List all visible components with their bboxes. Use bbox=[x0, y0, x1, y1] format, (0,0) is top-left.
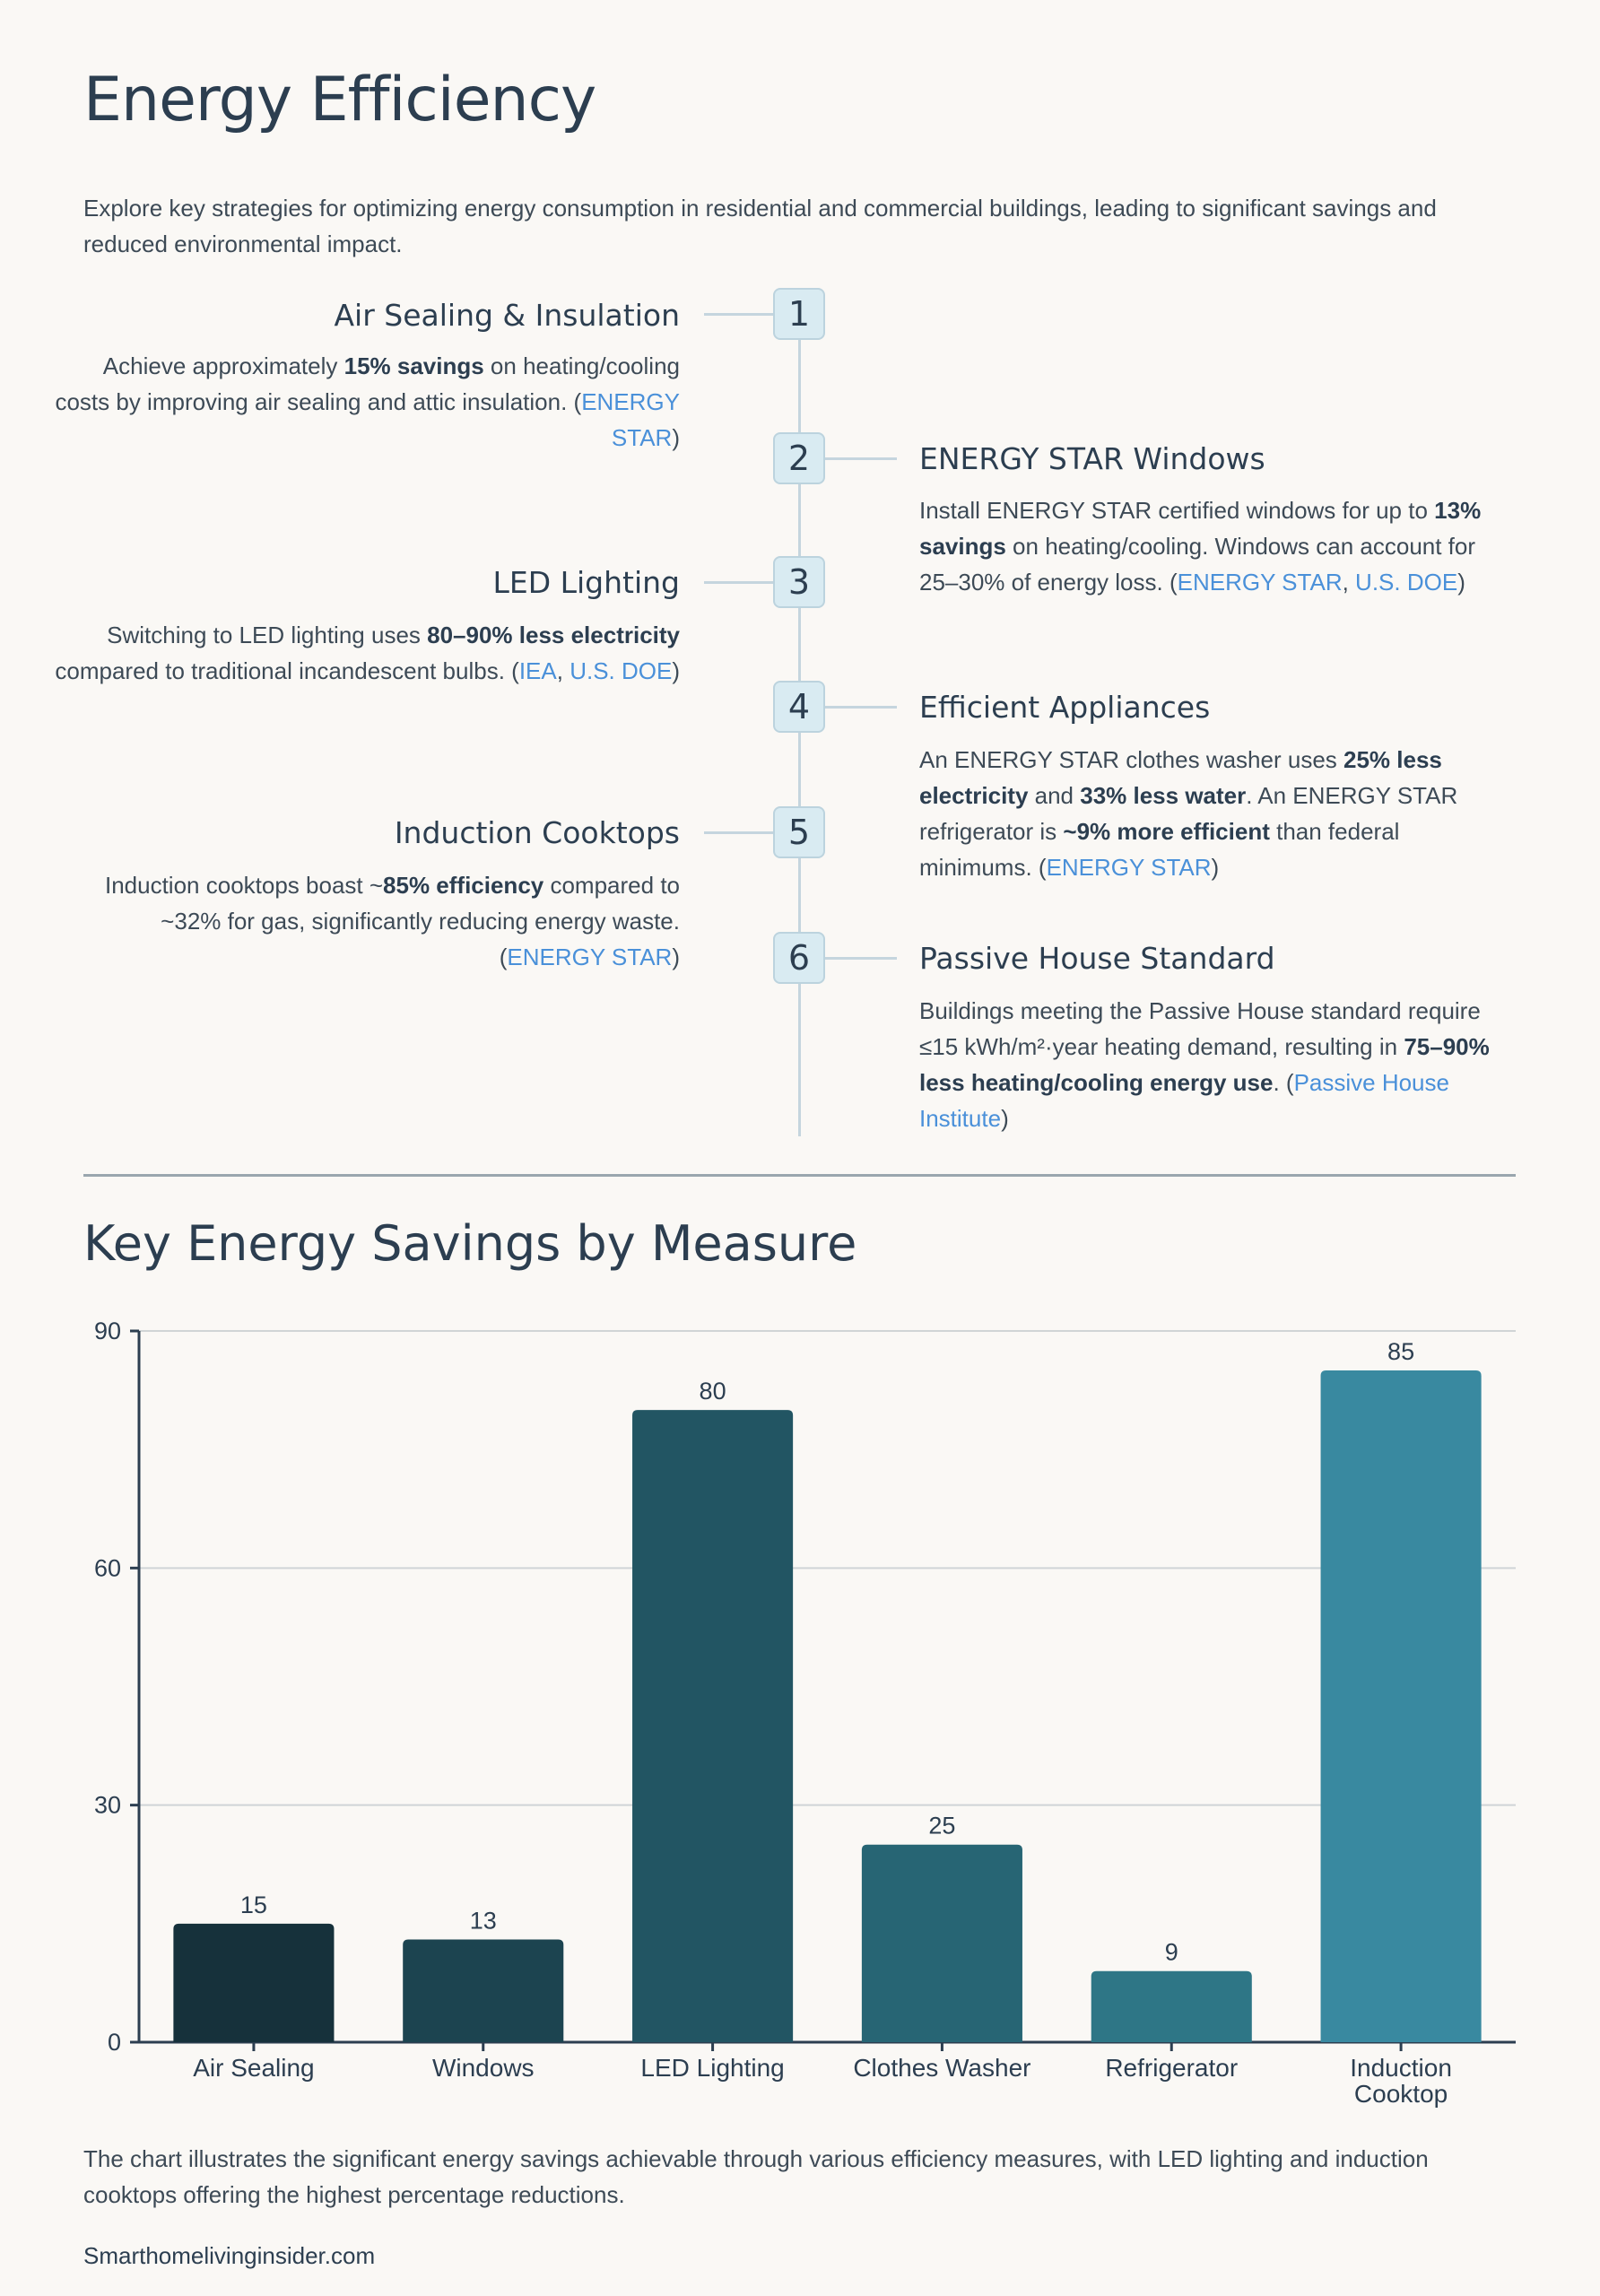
data-label: 25 bbox=[928, 1813, 955, 1839]
y-tick-label: 0 bbox=[108, 2029, 121, 2056]
description-text: Switching to LED lighting uses bbox=[107, 622, 428, 648]
timeline-connector bbox=[704, 313, 773, 316]
description-text: Achieve approximately bbox=[102, 352, 344, 379]
description-text: compared to traditional incandescent bul… bbox=[55, 657, 519, 684]
source-link[interactable]: ENERGY STAR bbox=[1046, 854, 1212, 881]
highlight-text: 80–90% less electricity bbox=[427, 622, 680, 648]
description-text: ) bbox=[672, 424, 680, 451]
bar-air-sealing bbox=[173, 1923, 335, 2042]
source-link[interactable]: ENERGY STAR bbox=[581, 388, 680, 451]
description-text: ) bbox=[672, 944, 680, 970]
description-text: An ENERGY STAR clothes washer uses bbox=[919, 746, 1344, 773]
highlight-text: 25% less electricity bbox=[919, 746, 1442, 809]
timeline-step-2-description: Install ENERGY STAR certified windows fo… bbox=[919, 492, 1511, 600]
x-tick-label: Refrigerator bbox=[1105, 2054, 1238, 2082]
description-text: . An ENERGY STAR refrigerator is bbox=[919, 782, 1458, 845]
timeline-step-2-badge: 2 bbox=[773, 432, 825, 484]
timeline-step-4-description: An ENERGY STAR clothes washer uses 25% l… bbox=[919, 742, 1511, 885]
timeline-step-1-description: Achieve approximately 15% savings on hea… bbox=[52, 348, 680, 456]
source-link[interactable]: IEA bbox=[518, 657, 557, 684]
description-text: Induction cooktops boast ~ bbox=[104, 872, 384, 899]
description-text: ) bbox=[1001, 1105, 1009, 1132]
timeline-step-6-description: Buildings meeting the Passive House stan… bbox=[919, 993, 1511, 1136]
intro-text: Explore key strategies for optimizing en… bbox=[83, 195, 1437, 257]
description-text: , bbox=[556, 657, 570, 684]
data-label: 85 bbox=[1387, 1338, 1414, 1365]
timeline-connector bbox=[825, 457, 897, 460]
timeline-connector bbox=[704, 831, 773, 834]
highlight-text: 75–90% less heating/cooling energy use bbox=[919, 1033, 1490, 1096]
x-tick-label: Induction bbox=[1350, 2054, 1452, 2082]
data-label: 15 bbox=[240, 1892, 267, 1918]
description-text: ) bbox=[672, 657, 680, 684]
description-text: ) bbox=[1211, 854, 1220, 881]
description-text: . ( bbox=[1273, 1069, 1294, 1096]
timeline-step-3-description: Switching to LED lighting uses 80–90% le… bbox=[52, 617, 680, 689]
highlight-text: 85% efficiency bbox=[383, 872, 544, 899]
chart-title: Key Energy Savings by Measure bbox=[83, 1215, 857, 1272]
bar-clothes-washer bbox=[861, 1844, 1022, 2042]
description-text: , bbox=[1342, 569, 1356, 596]
timeline-step-4-title: Efficient Appliances bbox=[919, 690, 1211, 725]
x-tick-label: LED Lighting bbox=[640, 2054, 784, 2082]
footer-source: Smarthomelivinginsider.com bbox=[83, 2242, 376, 2269]
x-tick-label: Air Sealing bbox=[193, 2054, 314, 2082]
y-tick-label: 90 bbox=[94, 1318, 121, 1344]
timeline-step-2-title: ENERGY STAR Windows bbox=[919, 441, 1265, 476]
highlight-text: 13% savings bbox=[919, 497, 1482, 560]
bar-windows bbox=[403, 1939, 564, 2042]
bar-induction-cooktop bbox=[1320, 1370, 1482, 2042]
description-text: and bbox=[1028, 782, 1081, 809]
description-text: on heating/cooling. Windows can account … bbox=[919, 533, 1476, 596]
timeline-step-4-badge: 4 bbox=[773, 681, 825, 733]
y-tick-label: 30 bbox=[94, 1792, 121, 1819]
page-title: Energy Efficiency bbox=[83, 65, 596, 135]
description-text: Buildings meeting the Passive House stan… bbox=[919, 997, 1481, 1060]
data-label: 13 bbox=[470, 1907, 497, 1934]
description-text: Install ENERGY STAR certified windows fo… bbox=[919, 497, 1435, 524]
x-tick-label: Windows bbox=[432, 2054, 535, 2082]
description-text: than federal minimums. ( bbox=[919, 818, 1400, 881]
highlight-text: 33% less water bbox=[1080, 782, 1247, 809]
timeline-connector bbox=[825, 957, 897, 960]
data-label: 9 bbox=[1165, 1939, 1178, 1966]
source-link[interactable]: U.S. DOE bbox=[1355, 569, 1458, 596]
y-tick-label: 60 bbox=[94, 1554, 121, 1581]
timeline-step-3-badge: 3 bbox=[773, 556, 825, 608]
description-text: ) bbox=[1457, 569, 1465, 596]
timeline-step-6-title: Passive House Standard bbox=[919, 941, 1275, 976]
source-link[interactable]: ENERGY STAR bbox=[507, 944, 673, 970]
timeline-step-3-title: LED Lighting bbox=[492, 565, 680, 600]
section-divider bbox=[83, 1174, 1516, 1177]
timeline-step-6-badge: 6 bbox=[773, 932, 825, 984]
source-link[interactable]: Passive House Institute bbox=[919, 1069, 1449, 1132]
data-label: 80 bbox=[700, 1378, 726, 1405]
description-text: compared to ~32% for gas, significantly … bbox=[161, 872, 680, 970]
timeline-step-1-title: Air Sealing & Insulation bbox=[334, 298, 680, 333]
timeline-step-1-badge: 1 bbox=[773, 288, 825, 340]
energy-savings-bar-chart: 0 30 60 90 15 Air Sealing 13 Windows 80 LED Light… bbox=[94, 1318, 1516, 2108]
timeline-connector bbox=[825, 706, 897, 709]
source-link[interactable]: U.S. DOE bbox=[570, 657, 673, 684]
bar-led-lighting bbox=[632, 1410, 794, 2042]
x-tick-label: Clothes Washer bbox=[853, 2054, 1030, 2082]
x-tick-label: Cooktop bbox=[1354, 2080, 1448, 2108]
timeline-step-5-badge: 5 bbox=[773, 806, 825, 858]
highlight-text: ~9% more efficient bbox=[1063, 818, 1270, 845]
timeline-step-5-description: Induction cooktops boast ~85% efficiency… bbox=[52, 867, 680, 975]
bar-refrigerator bbox=[1091, 1970, 1252, 2042]
source-link[interactable]: ENERGY STAR bbox=[1177, 569, 1343, 596]
timeline-step-5-title: Induction Cooktops bbox=[394, 815, 680, 850]
description-text: on heating/cooling costs by improving ai… bbox=[55, 352, 680, 415]
timeline-connector bbox=[704, 581, 773, 584]
chart-caption: The chart illustrates the significant en… bbox=[83, 2145, 1429, 2208]
highlight-text: 15% savings bbox=[343, 352, 484, 379]
